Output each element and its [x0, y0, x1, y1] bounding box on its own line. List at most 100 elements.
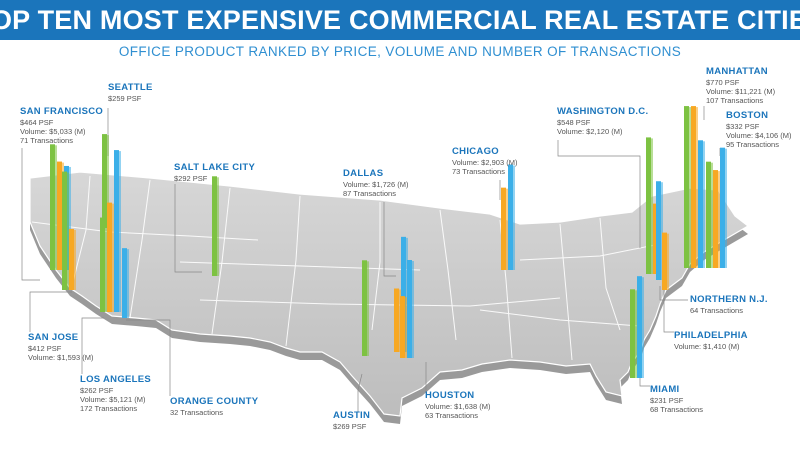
label-washington-dc: WASHINGTON D.C. $548 PSF Volume: $2,120 … — [557, 106, 648, 136]
bar-face — [713, 170, 718, 268]
bar-face — [57, 161, 62, 270]
bar-face — [401, 236, 406, 352]
bar-boston-volume-millions — [713, 170, 720, 268]
bar-face — [501, 187, 506, 270]
bar-face — [407, 260, 412, 358]
bar-side — [119, 151, 121, 312]
city-stat: $269 PSF — [333, 422, 367, 431]
bar-side — [217, 177, 219, 276]
bar-houston-volume-millions — [400, 296, 407, 358]
label-seattle: SEATTLE $259 PSF — [108, 82, 153, 103]
bar-face — [69, 228, 74, 290]
bar-side — [513, 165, 515, 270]
bar-manhattan-price-psf — [684, 106, 691, 268]
bar-side — [107, 135, 109, 228]
bar-san-jose-volume-millions — [69, 228, 76, 290]
city-stat: Volume: $11,221 (M) — [706, 87, 776, 97]
bar-philadelphia-volume-millions — [662, 232, 669, 290]
leader-washington — [557, 140, 641, 248]
bar-side — [105, 218, 107, 312]
bar-orange-county-transactions — [122, 248, 129, 318]
bar-face — [362, 260, 367, 356]
bar-face — [656, 181, 661, 280]
label-manhattan: MANHATTAN $770 PSF Volume: $11,221 (M) 1… — [706, 66, 775, 106]
label-northern-nj: NORTHERN N.J. 64 Transactions — [690, 294, 768, 315]
bar-side — [412, 261, 414, 358]
label-dallas: DALLAS Volume: $1,726 (M) 87 Transaction… — [343, 168, 408, 198]
bar-face — [394, 288, 399, 352]
bar-side — [69, 166, 71, 270]
bar-side — [74, 229, 76, 290]
bar-face — [122, 248, 127, 318]
city-name: ORANGE COUNTY — [170, 396, 259, 407]
city-stat: $259 PSF — [108, 94, 142, 103]
bar-face — [698, 140, 703, 268]
bar-dallas-volume-millions — [394, 288, 401, 352]
city-name: MIAMI — [650, 384, 680, 395]
city-name: CHICAGO — [452, 146, 499, 157]
city-name: SAN JOSE — [28, 332, 79, 343]
city-stat: 32 Transactions — [170, 408, 223, 417]
bar-side — [725, 148, 727, 268]
bar-side — [367, 261, 369, 356]
city-name: PHILADELPHIA — [674, 330, 748, 341]
city-name: SEATTLE — [108, 82, 153, 93]
bar-face — [662, 232, 667, 290]
label-orange-county: ORANGE COUNTY 32 Transactions — [170, 396, 258, 417]
label-salt-lake-city: SALT LAKE CITY $292 PSF — [174, 162, 255, 183]
city-name: SAN FRANCISCO — [20, 106, 104, 117]
label-san-jose: SAN JOSE $412 PSF Volume: $1,593 (M) — [28, 332, 93, 362]
city-name: MANHATTAN — [706, 66, 768, 77]
bar-side — [696, 107, 698, 268]
bar-face — [100, 217, 105, 312]
title-bar: TOP TEN MOST EXPENSIVE COMMERCIAL REAL E… — [0, 0, 800, 40]
city-name: LOS ANGELES — [80, 374, 152, 385]
leader-austin — [357, 373, 363, 412]
city-stat: 73 Transactions — [452, 167, 505, 177]
bar-manhattan-transactions — [698, 140, 705, 268]
bar-layer — [50, 106, 727, 378]
bar-washington-d-c-price-psf — [646, 137, 653, 274]
city-stat: Volume: $1,410 (M) — [674, 342, 740, 351]
bar-san-jose-price-psf — [62, 171, 69, 290]
leader-los-angeles — [81, 317, 104, 374]
bar-face — [50, 144, 55, 270]
leader-dallas — [383, 202, 396, 277]
city-stat: 64 Transactions — [690, 306, 743, 315]
city-stat: 68 Transactions — [650, 405, 703, 415]
bar-side — [703, 141, 705, 268]
bar-side — [112, 203, 114, 312]
label-boston: BOSTON $332 PSF Volume: $4,106 (M) 95 Tr… — [726, 110, 791, 150]
label-austin: AUSTIN $269 PSF — [333, 410, 370, 431]
bar-side — [506, 188, 508, 270]
city-stat: Volume: $1,593 (M) — [28, 353, 94, 363]
leader-orange-county — [126, 319, 171, 396]
city-stat: $332 PSF — [726, 122, 760, 131]
bar-face — [646, 137, 651, 274]
city-stat: $770 PSF — [706, 78, 740, 87]
bar-side — [67, 172, 69, 290]
state-borders — [31, 175, 661, 361]
city-stat: $548 PSF — [557, 118, 591, 127]
label-los-angeles: LOS ANGELES $262 PSF Volume: $5,121 (M) … — [80, 374, 151, 414]
bar-side — [642, 277, 644, 378]
city-stat: 95 Transactions — [726, 140, 779, 150]
city-stat: Volume: $1,638 (M) — [425, 402, 491, 411]
bar-face — [508, 164, 513, 270]
bar-side — [55, 145, 57, 270]
city-stat: Volume: $1,726 (M) — [343, 180, 409, 189]
bar-side — [667, 233, 669, 290]
city-stat: 71 Transactions — [20, 136, 73, 146]
city-stat: Volume: $5,121 (M) — [80, 395, 146, 405]
city-stat: Volume: $2,903 (M) — [452, 158, 518, 167]
us-map-body — [29, 171, 750, 417]
city-name: NORTHERN N.J. — [690, 294, 768, 305]
bar-face — [720, 147, 725, 268]
leader-san-jose — [29, 291, 72, 332]
bar-side — [405, 297, 407, 358]
city-stat: Volume: $5,033 (M) — [20, 127, 86, 137]
city-name: HOUSTON — [425, 390, 475, 401]
bar-houston-transactions — [407, 260, 414, 358]
leader-lines — [21, 106, 721, 412]
